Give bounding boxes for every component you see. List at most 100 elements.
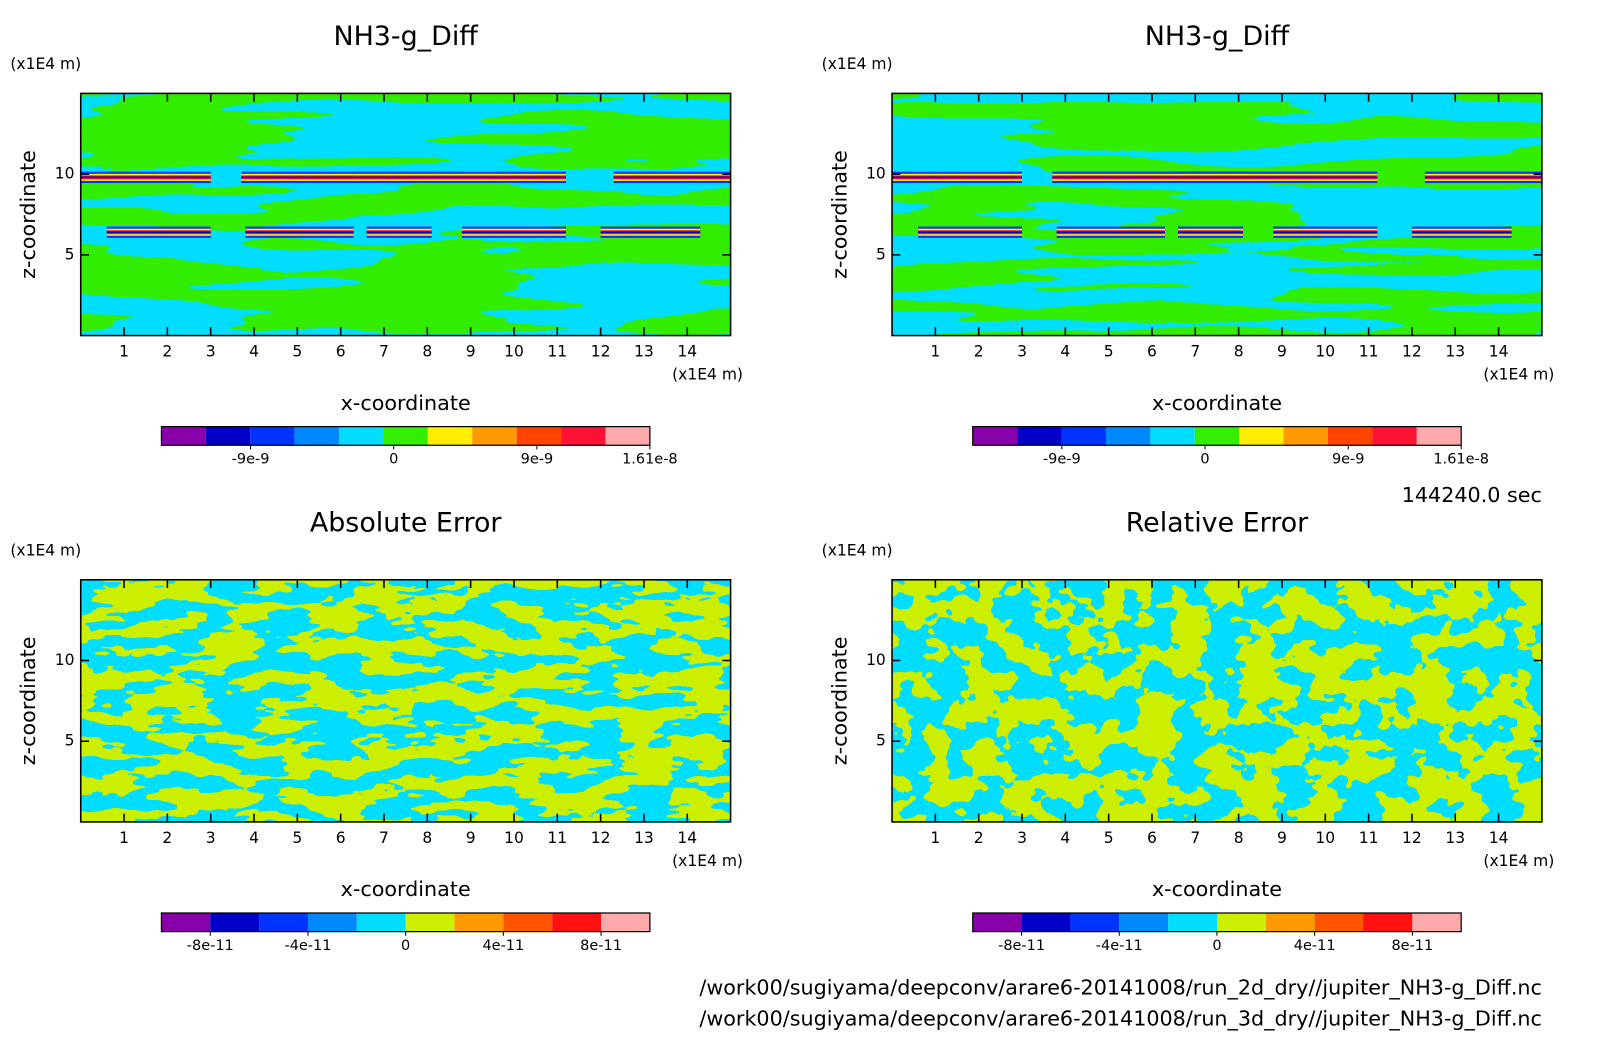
x-unit: (x1E4 m): [672, 365, 743, 383]
plot-frame: [891, 92, 1543, 337]
contour-band: [600, 231, 701, 234]
colorbar-swatch: [250, 426, 295, 446]
colorbar-swatch: [1363, 912, 1413, 932]
y-unit: (x1E4 m): [10, 55, 81, 73]
panel-title: Relative Error: [1126, 507, 1309, 538]
x-tick-label: 12: [1402, 829, 1422, 847]
colorbar-swatch: [972, 912, 1022, 932]
y-unit: (x1E4 m): [10, 541, 81, 559]
colorbar-tick-label: -4e-11: [1096, 938, 1143, 954]
x-tick-label: 3: [206, 829, 216, 847]
colorbar-tick-label: 8e-11: [1391, 938, 1433, 954]
colorbar-tick-label: 1.61e-8: [622, 452, 678, 468]
colorbar-swatch: [1327, 426, 1373, 446]
x-tick-label: 7: [1190, 829, 1200, 847]
x-tick-label: 4: [1060, 829, 1070, 847]
x-tick-label: 7: [1190, 343, 1200, 361]
x-axis-label: x-coordinate: [341, 877, 471, 901]
colorbar-tick-label: -8e-11: [187, 938, 234, 954]
panel-title: Absolute Error: [310, 507, 503, 538]
x-tick-label: 1: [930, 343, 940, 361]
x-tick-label: 6: [1147, 343, 1157, 361]
x-axis-label: x-coordinate: [341, 391, 471, 415]
x-tick-label: 7: [379, 343, 389, 361]
colorbar-tick-label: 4e-11: [482, 938, 524, 954]
x-tick-label: 3: [206, 343, 216, 361]
x-tick-label: 9: [1277, 343, 1287, 361]
x-tick-label: 12: [591, 829, 611, 847]
colorbar-tick-label: -9e-9: [1043, 452, 1081, 468]
colorbar-swatch: [601, 912, 650, 932]
colorbar-swatch: [1194, 426, 1240, 446]
colorbar-swatch: [1412, 912, 1462, 932]
x-tick-label: 10: [1315, 343, 1335, 361]
colorbar-swatch: [294, 426, 340, 446]
colorbar-tick-label: -8e-11: [998, 938, 1045, 954]
colorbar-frame: [160, 425, 651, 446]
colorbar-swatch: [1070, 912, 1120, 932]
colorbar-tick-label: 1.61e-8: [1433, 452, 1489, 468]
colorbar-tick-label: 9e-9: [521, 452, 554, 468]
x-tick-label: 12: [591, 343, 611, 361]
x-unit: (x1E4 m): [672, 852, 743, 870]
x-tick-label: 10: [504, 343, 524, 361]
x-tick-label: 4: [1060, 343, 1070, 361]
x-tick-label: 10: [504, 829, 524, 847]
colorbar-swatch: [1416, 426, 1462, 446]
colorbar-tick-label: -4e-11: [284, 938, 331, 954]
colorbar-swatch: [552, 912, 602, 932]
contour-band: [1273, 231, 1378, 234]
x-tick-label: 8: [422, 829, 432, 847]
colorbar-swatch: [383, 426, 428, 446]
y-axis-label: z-coordinate: [16, 150, 40, 279]
colorbar-swatch: [307, 912, 357, 932]
colorbar-swatch: [1314, 912, 1364, 932]
y-axis-label: z-coordinate: [16, 637, 40, 766]
y-unit: (x1E4 m): [822, 55, 893, 73]
x-tick-label: 9: [466, 829, 476, 847]
y-axis-label: z-coordinate: [827, 637, 851, 766]
x-tick-label: 2: [974, 343, 984, 361]
colorbar-tick-label: 0: [401, 938, 410, 954]
colorbar-swatch: [472, 426, 517, 446]
colorbar-swatch: [161, 426, 206, 446]
x-tick-label: 1: [119, 343, 129, 361]
contour-band: [353, 176, 566, 179]
colorbar-swatch: [1061, 426, 1106, 446]
colorbar-tick-label: 4e-11: [1294, 938, 1336, 954]
x-tick-label: 8: [1234, 343, 1244, 361]
x-tick-label: 5: [292, 343, 302, 361]
y-axis-label: z-coordinate: [827, 150, 851, 279]
x-tick-label: 9: [1277, 829, 1287, 847]
x-tick-label: 6: [336, 829, 346, 847]
contour-band: [892, 176, 1023, 179]
y-tick-label: 5: [876, 732, 886, 750]
contour-band: [461, 231, 566, 234]
colorbar-swatch: [561, 426, 606, 446]
x-tick-label: 4: [249, 343, 259, 361]
x-tick-label: 1: [930, 829, 940, 847]
colorbar-swatch: [1017, 426, 1062, 446]
x-tick-label: 8: [422, 343, 432, 361]
x-tick-label: 4: [249, 829, 259, 847]
contour-band: [1056, 231, 1165, 234]
x-tick-label: 11: [1359, 343, 1379, 361]
x-tick-label: 6: [1147, 829, 1157, 847]
x-tick-label: 14: [1489, 343, 1509, 361]
x-tick-label: 8: [1234, 829, 1244, 847]
contour-field: [892, 93, 1542, 336]
colorbar-tick-label: 0: [1200, 452, 1209, 468]
x-tick-label: 2: [162, 829, 172, 847]
contour-band: [1424, 176, 1542, 179]
colorbar-swatch: [1150, 426, 1195, 446]
contour-band: [80, 176, 211, 179]
colorbar-tick-label: 0: [389, 452, 398, 468]
x-tick-label: 5: [1104, 343, 1114, 361]
y-tick-label: 10: [55, 165, 75, 183]
colorbar-swatch: [454, 912, 504, 932]
colorbar-swatch: [339, 426, 384, 446]
contour-band: [245, 231, 354, 234]
file-path: /work00/sugiyama/deepconv/arare6-2014100…: [699, 976, 1542, 1001]
colorbar-swatch: [205, 426, 251, 446]
